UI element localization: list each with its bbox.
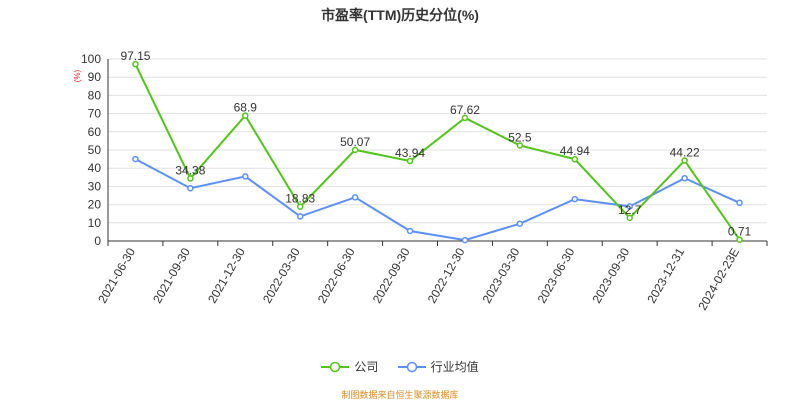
data-point	[461, 236, 469, 244]
data-label: 43.94	[395, 146, 425, 160]
y-tick-label: 0	[94, 234, 101, 248]
data-point	[296, 213, 304, 220]
y-axis-label: (%)	[73, 69, 82, 82]
data-point	[187, 184, 194, 192]
data-point	[296, 203, 304, 210]
legend-item-industry-average[interactable]: 行业均值	[397, 358, 479, 375]
x-tick-label: 2022-09-30	[370, 245, 413, 305]
data-point	[681, 157, 688, 164]
x-tick-label: 2021-12-30	[205, 245, 248, 305]
y-tick-label: 90	[88, 70, 102, 84]
data-point	[406, 227, 414, 235]
legend-item-company[interactable]: 公司	[321, 358, 378, 375]
legend-label: 公司	[354, 360, 379, 374]
source-note: 制图数据来自恒生聚源数据库	[341, 390, 459, 400]
data-point	[736, 199, 743, 207]
chart-title: 市盈率(TTM)历史分位(%)	[321, 7, 479, 23]
data-label: 97.15	[120, 49, 150, 63]
y-tick-label: 40	[88, 161, 102, 175]
y-tick-label: 20	[88, 198, 102, 212]
x-tick-label: 2022-12-30	[425, 245, 468, 305]
data-label: 52.5	[508, 130, 532, 144]
data-point	[571, 155, 579, 163]
data-label: 68.9	[234, 101, 258, 115]
data-point	[132, 60, 139, 68]
data-point	[626, 214, 633, 222]
data-point	[736, 236, 743, 243]
data-label: 12.7	[618, 203, 642, 217]
data-label: 34.38	[175, 163, 205, 177]
data-label: 44.22	[670, 146, 700, 160]
legend: 公司 行业均值	[0, 358, 800, 377]
legend-line-icon	[397, 361, 426, 372]
data-point	[626, 203, 633, 210]
data-point	[406, 157, 414, 165]
legend-label: 行业均值	[430, 360, 479, 374]
data-label: 18.83	[285, 192, 315, 206]
x-tick-label: 2021-06-30	[95, 245, 138, 305]
data-point	[461, 114, 469, 122]
data-point	[132, 155, 139, 163]
data-point	[187, 175, 194, 182]
data-label: 0.71	[728, 225, 752, 239]
data-point	[516, 220, 524, 227]
x-tick-label: 2023-09-30	[589, 245, 632, 305]
data-label: 67.62	[450, 103, 480, 117]
y-tick-label: 60	[88, 125, 102, 139]
data-point	[351, 146, 359, 154]
data-point	[516, 142, 524, 149]
y-tick-label: 30	[88, 179, 102, 193]
x-tick-label: 2022-06-30	[315, 245, 358, 305]
y-tick-label: 50	[88, 143, 102, 157]
x-tick-label: 2023-06-30	[535, 245, 578, 305]
x-tick-label: 2022-03-30	[260, 245, 303, 305]
x-tick-label: 2023-12-31	[644, 245, 687, 305]
series-line-0	[134, 63, 741, 241]
y-tick-label: 10	[88, 216, 102, 230]
data-label: 44.94	[560, 144, 590, 158]
data-label: 50.07	[340, 135, 370, 149]
data-point	[681, 174, 688, 182]
y-tick-label: 70	[88, 107, 102, 121]
legend-line-icon	[321, 361, 350, 372]
data-point	[571, 195, 579, 203]
data-point	[351, 194, 359, 201]
y-tick-label: 100	[81, 52, 101, 66]
data-point	[242, 112, 249, 119]
series-line-1	[134, 158, 740, 242]
y-tick-label: 80	[88, 88, 102, 102]
x-tick-label: 2024-02-23E	[695, 246, 742, 313]
x-tick-label: 2021-09-30	[150, 245, 193, 305]
x-tick-label: 2023-03-30	[480, 245, 523, 305]
data-point	[242, 173, 249, 180]
